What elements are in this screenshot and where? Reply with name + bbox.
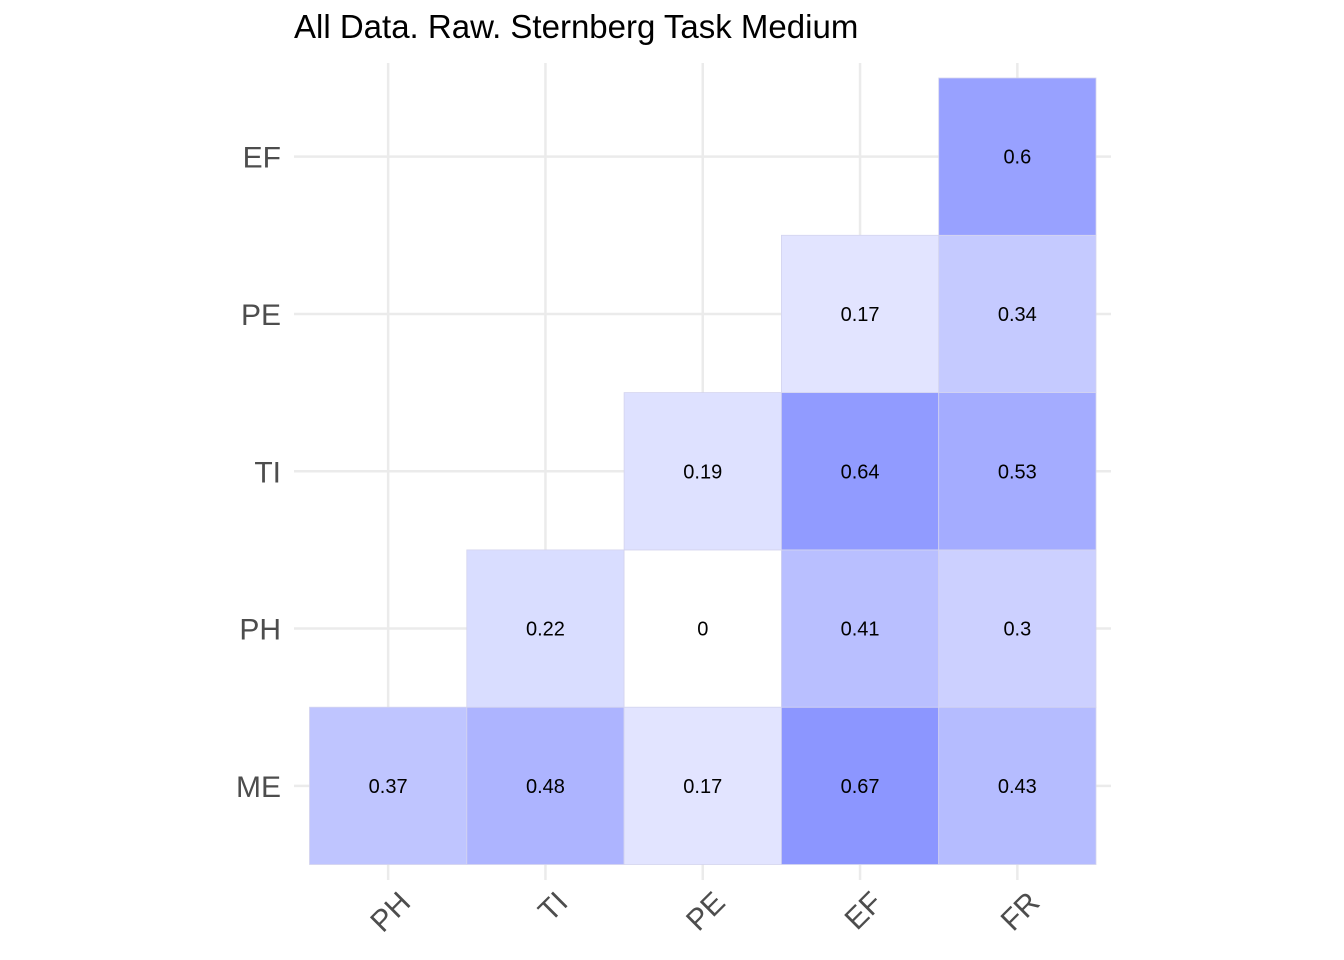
cell-value-label-ti-pe: 0.19: [683, 461, 722, 483]
cell-value-label-me-ef: 0.67: [841, 776, 880, 798]
cell-value-label-me-ph: 0.37: [369, 776, 408, 798]
cell-value-label-me-pe: 0.17: [683, 776, 722, 798]
heatmap-cell-ef-fr: [938, 77, 1097, 236]
x-axis-tick-labels: PH TI PE EF FR: [364, 886, 1046, 939]
heatmap-cell-ti-fr: [938, 392, 1097, 551]
cell-value-label-ph-ti: 0.22: [526, 619, 565, 641]
heatmap-cell-me-ef: [781, 706, 940, 865]
cell-value-label-pe-ef: 0.17: [841, 304, 880, 326]
heatmap-cell-me-ph: [309, 706, 468, 865]
heatmap-cell-pe-ef: [781, 234, 940, 394]
cell-value-label-me-ti: 0.48: [526, 776, 565, 798]
y-tick-label-me: ME: [236, 771, 281, 804]
cell-value-label-ef-fr: 0.6: [1003, 147, 1031, 169]
x-tick-label-fr: FR: [995, 886, 1047, 938]
cell-value-label-pe-fr: 0.34: [998, 304, 1037, 326]
heatmap-cell-ph-pe: [623, 549, 782, 708]
heatmap-cell-ti-pe: [623, 392, 782, 551]
x-tick-label-ti: TI: [532, 886, 574, 928]
heatmap-cells: [309, 77, 1097, 865]
heatmap-cell-ph-fr: [938, 549, 1097, 708]
cell-value-label-ti-fr: 0.53: [998, 461, 1037, 483]
cell-value-label-ti-ef: 0.64: [841, 461, 880, 483]
y-tick-label-ef: EF: [243, 142, 281, 175]
x-tick-label-pe: PE: [680, 886, 732, 938]
heatmap-cell-me-ti: [466, 706, 625, 865]
heatmap-cell-me-fr: [938, 706, 1097, 865]
heatmap-cell-ph-ti: [466, 549, 625, 708]
heatmap-cell-pe-fr: [938, 234, 1097, 394]
y-axis-tick-labels: ME PH TI PE EF: [236, 142, 281, 804]
cell-value-label-me-fr: 0.43: [998, 776, 1037, 798]
cell-value-label-ph-pe: 0: [697, 619, 708, 641]
x-tick-label-ph: PH: [364, 886, 417, 939]
cell-value-label-ph-ef: 0.41: [841, 619, 880, 641]
x-tick-label-ef: EF: [839, 886, 889, 936]
cell-labels: 0.37 0.48 0.17 0.67 0.43 0.22 0 0.41 0.3 0.19 0.64…: [369, 147, 1037, 798]
chart-title: All Data. Raw. Sternberg Task Medium: [294, 8, 859, 45]
y-tick-label-ti: TI: [254, 456, 281, 489]
cell-value-label-ph-fr: 0.3: [1003, 619, 1031, 641]
y-tick-label-pe: PE: [241, 299, 281, 332]
y-tick-label-ph: PH: [239, 614, 281, 647]
heatmap-cell-me-pe: [623, 706, 782, 865]
